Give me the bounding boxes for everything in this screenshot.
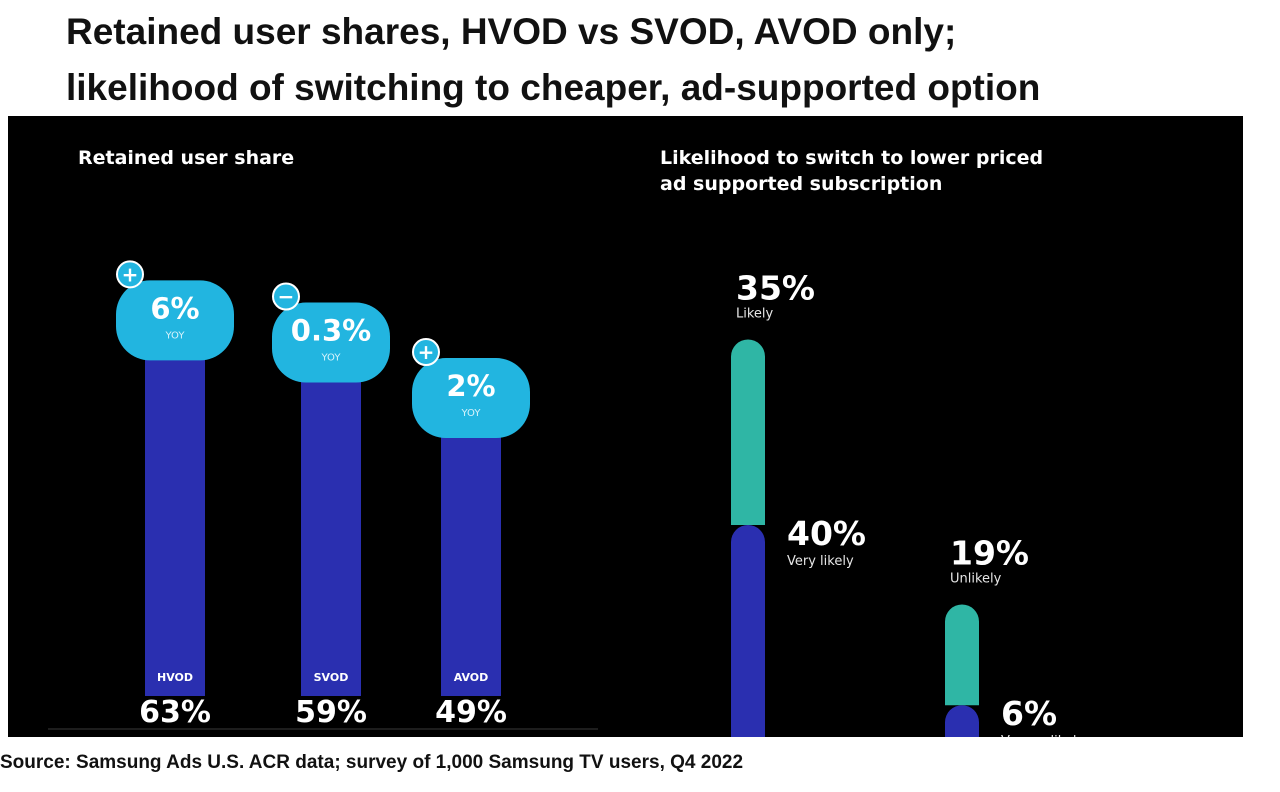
switch-likelihood-bars: 35%Likely 40%Very likely 19%Unlikely 6%Very… — [731, 269, 1084, 737]
retained-share-chart: Retained user share HVOD 63% 6% YOY + SVOD 59%… — [48, 147, 598, 730]
value-label-avod: 49% — [435, 695, 507, 730]
plus-icon-hvod — [116, 260, 144, 289]
page-title: Retained user shares, HVOD vs SVOD, AVOD… — [66, 4, 1256, 116]
segment-label-very-unlikely: Very unlikely — [1001, 734, 1084, 737]
yoy-caption-avod: YOY — [461, 408, 482, 419]
yoy-badge-svod — [272, 302, 390, 383]
source-note: Source: Samsung Ads U.S. ACR data; surve… — [0, 752, 744, 773]
segment-likely — [731, 339, 765, 525]
plus-icon-avod — [412, 338, 440, 367]
bar-hvod — [145, 346, 205, 696]
yoy-caption-hvod: YOY — [165, 330, 186, 341]
category-label-hvod: HVOD — [157, 671, 193, 684]
yoy-value-hvod: 6% — [150, 291, 199, 325]
chart-panel: Retained user share HVOD 63% 6% YOY + SVOD 59%… — [8, 116, 1243, 737]
yoy-sign-svod: − — [278, 285, 295, 309]
yoy-value-avod: 2% — [446, 369, 495, 403]
segment-label-unlikely: Unlikely — [950, 572, 1002, 587]
bar-svod — [301, 368, 361, 696]
yoy-value-svod: 0.3% — [291, 314, 371, 348]
chart-canvas: Retained user share HVOD 63% 6% YOY + SVOD 59%… — [48, 147, 1084, 737]
yoy-sign-hvod: + — [122, 262, 139, 286]
value-label-svod: 59% — [295, 695, 367, 730]
bar-avod — [441, 424, 501, 696]
value-label-unlikely: 19% — [950, 534, 1029, 573]
segment-very-unlikely — [945, 705, 979, 737]
segment-label-likely: Likely — [736, 307, 774, 322]
value-label-likely: 35% — [736, 269, 815, 308]
value-label-hvod: 63% — [139, 695, 211, 730]
switch-likelihood-chart: Likelihood to switch to lower priced ad … — [660, 147, 1084, 737]
title-line-2: likelihood of switching to cheaper, ad-s… — [66, 67, 1041, 108]
segment-very-likely — [731, 525, 765, 737]
yoy-sign-avod: + — [418, 340, 435, 364]
value-label-very-unlikely: 6% — [1001, 694, 1057, 733]
yoy-caption-svod: YOY — [321, 353, 342, 364]
category-label-svod: SVOD — [314, 671, 349, 684]
minus-icon-svod — [272, 282, 300, 311]
switch-title-line-1: Likelihood to switch to lower priced — [660, 147, 1043, 169]
value-label-very-likely: 40% — [787, 514, 866, 553]
switch-title-line-2: ad supported subscription — [660, 173, 942, 195]
retained-share-title: Retained user share — [78, 147, 294, 169]
title-line-1: Retained user shares, HVOD vs SVOD, AVOD… — [66, 11, 957, 52]
segment-label-very-likely: Very likely — [787, 554, 854, 569]
category-label-avod: AVOD — [454, 671, 489, 684]
yoy-badge-avod — [412, 358, 530, 439]
segment-unlikely — [945, 604, 979, 706]
yoy-badge-hvod — [116, 280, 234, 361]
retained-share-bars: HVOD 63% 6% YOY + SVOD 59% 0.3% YOY − AVOD 49% 2% YOY… — [116, 260, 530, 730]
